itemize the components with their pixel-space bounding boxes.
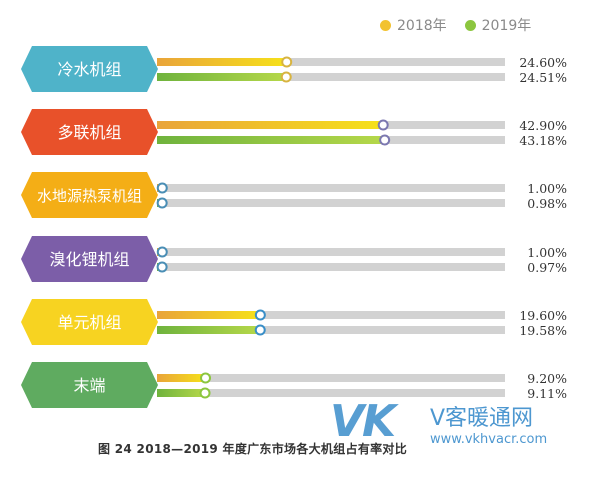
category-label-1: 多联机组 — [57, 123, 121, 142]
bar-marker-3-1 — [156, 261, 168, 273]
category-label-0: 冷水机组 — [57, 60, 121, 79]
bar-marker-2-0 — [156, 182, 168, 194]
bar-marker-2-1 — [156, 197, 168, 209]
legend-item-2018: 2018年 — [380, 15, 447, 35]
bar-track-5-1 — [157, 389, 505, 397]
bar-marker-0-0 — [281, 56, 293, 68]
bar-1-1 — [157, 136, 385, 144]
bar-marker-5-0 — [200, 372, 212, 384]
bar-5-1 — [157, 389, 206, 397]
bar-marker-1-1 — [379, 134, 391, 146]
watermark-logo: VK — [330, 396, 396, 447]
value-label-2-0: 1.00% — [527, 181, 567, 196]
value-label-5-0: 9.20% — [527, 371, 567, 386]
bar-0-1 — [157, 73, 287, 81]
category-badge-1 — [21, 109, 158, 155]
category-badge-4 — [21, 299, 158, 345]
legend-2019-label: 2019年 — [481, 18, 532, 34]
legend-2018-swatch-icon — [380, 19, 391, 31]
legend-2019-swatch-icon — [464, 19, 476, 31]
legend: 2018年 2019年 — [380, 14, 549, 36]
watermark-url: www.vkhvacr.com — [430, 432, 548, 447]
bar-track-2-1 — [157, 199, 505, 207]
value-label-0-0: 24.60% — [519, 55, 567, 70]
value-label-5-1: 9.11% — [527, 386, 567, 401]
category-badge-0 — [21, 46, 158, 92]
bar-marker-4-0 — [254, 309, 266, 321]
value-label-4-1: 19.58% — [519, 323, 567, 338]
value-label-3-1: 0.97% — [527, 260, 567, 275]
value-label-4-0: 19.60% — [519, 308, 567, 323]
value-label-1-1: 43.18% — [519, 133, 567, 148]
value-label-0-1: 24.51% — [519, 70, 567, 85]
bar-marker-0-1 — [280, 71, 292, 83]
value-label-3-0: 1.00% — [527, 245, 567, 260]
value-label-2-1: 0.98% — [527, 196, 567, 211]
bar-track-4-0 — [157, 311, 505, 319]
category-label-3: 溴化锂机组 — [49, 250, 129, 269]
bar-5-0 — [157, 374, 206, 382]
watermark-site-name: V客暖通网 — [430, 406, 534, 431]
bar-track-0-1 — [157, 73, 505, 81]
category-label-4: 单元机组 — [57, 313, 121, 332]
category-badge-5 — [21, 362, 158, 408]
category-badge-2 — [21, 172, 158, 218]
figure-caption: 图 24 2018—2019 年度广东市场各大机组占有率对比 — [98, 442, 408, 456]
bar-track-5-0 — [157, 374, 505, 382]
bar-marker-1-0 — [377, 119, 389, 131]
bar-track-3-1 — [157, 263, 505, 271]
bar-1-0 — [157, 121, 384, 129]
watermark: VK V客暖通网 www.vkhvacr.com — [330, 396, 590, 456]
bar-track-4-1 — [157, 326, 505, 334]
bar-marker-4-1 — [254, 324, 266, 336]
legend-item-2019: 2019年 — [464, 15, 532, 35]
bar-track-3-0 — [157, 248, 505, 256]
category-label-5: 末端 — [73, 376, 105, 395]
bar-0-0 — [157, 58, 287, 66]
value-label-1-0: 42.90% — [519, 118, 567, 133]
bar-4-1 — [157, 326, 261, 334]
bar-marker-3-0 — [156, 246, 168, 258]
bar-track-2-0 — [157, 184, 505, 192]
bar-4-0 — [157, 311, 261, 319]
legend-2018-label: 2018年 — [397, 18, 447, 34]
category-badge-3 — [21, 236, 158, 282]
category-label-2: 水地源热泵机组 — [37, 187, 142, 205]
bar-track-0-0 — [157, 58, 505, 66]
bar-marker-5-1 — [199, 387, 211, 399]
